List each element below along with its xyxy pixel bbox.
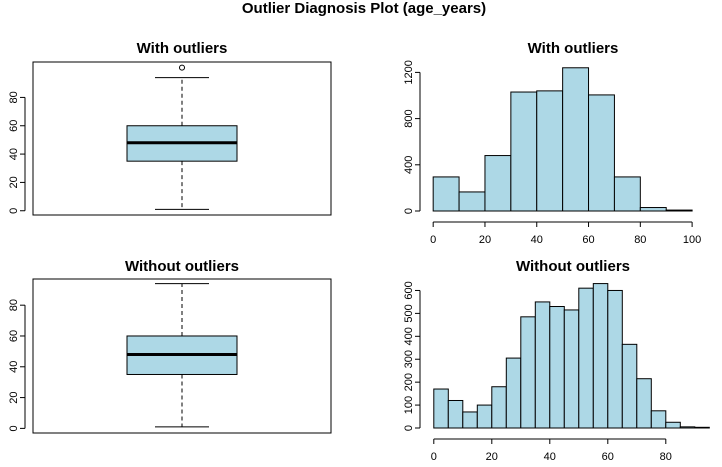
y-tick-label: 0 (8, 208, 20, 214)
plot-frame (32, 61, 332, 216)
histogram-bar (578, 287, 594, 429)
y-tick-label: 400 (403, 327, 415, 345)
histogram-bar (505, 357, 522, 429)
y-tick-label: 0 (403, 208, 415, 214)
y-tick-label: 1200 (403, 60, 415, 84)
panel-title: Without outliers (516, 258, 630, 275)
y-tick-label: 20 (8, 176, 20, 188)
histogram-bar (520, 316, 536, 429)
y-tick-label: 40 (8, 148, 20, 160)
y-tick-label: 400 (403, 156, 415, 174)
histogram-bar (613, 176, 641, 212)
histogram-bar (462, 411, 478, 429)
y-tick-label: 60 (8, 120, 20, 132)
x-tick-label: 20 (479, 234, 491, 246)
histogram-bar (607, 289, 623, 429)
y-tick-label: 20 (8, 391, 20, 403)
panel-title: Without outliers (125, 258, 239, 275)
histogram-bar (447, 399, 464, 429)
histogram-bar (433, 388, 449, 429)
histogram-bar (588, 94, 615, 212)
outlier-point (179, 64, 185, 71)
panel-title: With outliers (528, 40, 619, 57)
plot-frame (32, 278, 332, 434)
y-tick-label: 0 (403, 425, 415, 431)
y-tick-label: 600 (403, 281, 415, 299)
y-tick-label: 300 (403, 350, 415, 368)
x-tick-label: 40 (544, 451, 556, 463)
histogram-bar (679, 426, 696, 429)
x-tick-label: 60 (582, 234, 594, 246)
boxplot-with-outliers: With outliers 0 20 40 60 80 (8, 40, 332, 216)
x-tick-label: 20 (486, 451, 498, 463)
histogram-bar (534, 301, 551, 429)
y-tick-label: 500 (403, 304, 415, 322)
histogram-bar (562, 67, 590, 212)
histogram-bar (694, 426, 710, 429)
histogram-bar (536, 90, 564, 212)
y-tick-label: 0 (8, 425, 20, 431)
x-tick-label: 60 (602, 451, 614, 463)
boxplot-without-outliers: Without outliers 0 20 40 60 80 (8, 258, 332, 434)
histogram-bar (563, 309, 580, 429)
y-tick-label: 100 (403, 396, 415, 414)
x-tick-label: 0 (430, 234, 436, 246)
x-tick-label: 80 (634, 234, 646, 246)
histogram-bar (510, 91, 538, 212)
panel-title: With outliers (137, 40, 228, 57)
histogram-bar (549, 306, 565, 429)
histogram-without-outliers: Without outliers 0 20 40 60 80 0 100 200 300 400 50… (403, 258, 710, 463)
x-tick-label: 0 (431, 451, 437, 463)
histogram-bar (665, 421, 681, 429)
y-tick-label: 80 (8, 91, 20, 103)
y-tick-label: 40 (8, 361, 20, 373)
histogram-bar (491, 386, 507, 429)
x-tick-label: 80 (660, 451, 672, 463)
histogram-bar (458, 191, 486, 212)
histogram-bar (484, 155, 512, 212)
figure-title: Outlier Diagnosis Plot (age_years) (242, 0, 486, 17)
x-tick-label: 40 (531, 234, 543, 246)
histogram-bar (476, 404, 493, 429)
histogram-bar (636, 378, 652, 429)
y-tick-label: 200 (403, 373, 415, 391)
y-tick-label: 80 (8, 299, 20, 311)
histogram-bar (665, 209, 693, 212)
histogram-bar (650, 410, 667, 429)
y-tick-label: 800 (403, 109, 415, 127)
histogram-bar (639, 207, 667, 212)
histogram-bar (621, 343, 638, 429)
histogram-with-outliers: With outliers 0 20 40 60 80 100 0 400 800 1200 (403, 40, 701, 246)
y-tick-label: 60 (8, 330, 20, 342)
histogram-bar (592, 283, 609, 429)
histogram-bar (432, 176, 460, 212)
x-tick-label: 100 (683, 234, 701, 246)
